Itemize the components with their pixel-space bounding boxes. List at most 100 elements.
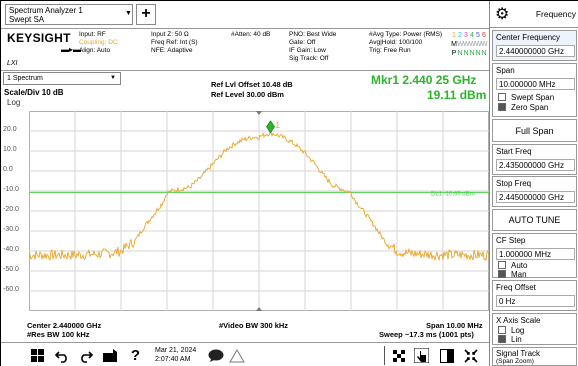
start-freq-field[interactable]: 2.435000000 GHz [496,159,575,171]
spectrum-graticule[interactable]: DL1 -10.69 dBm 1 [29,111,489,311]
panel-toggle-icon[interactable] [438,347,455,364]
center-frequency-key[interactable]: Center Frequency 2.440000000 GHz [492,30,577,61]
trace-1-line [29,130,489,262]
add-tab-button[interactable]: + [136,4,156,25]
lxi-label: LXI [7,60,18,67]
x-axis-lin-radio[interactable] [498,335,506,343]
start-freq-label: Start Freq [496,147,532,156]
y-tick-label: -40.0 [3,246,19,253]
gear-icon[interactable]: ⚙ [495,6,510,23]
sweep-readout[interactable]: Sweep ~17.3 ms (1001 pts) [379,330,474,339]
start-freq-key[interactable]: Start Freq 2.435000000 GHz [492,144,577,175]
softkey-panel: ⚙ Frequency Center Frequency 2.440000000… [489,1,578,366]
marker-frequency-readout[interactable]: Mkr1 2.440 25 GHz [371,73,477,87]
full-screen-icon[interactable] [101,347,118,364]
display-line-label: DL1 -10.69 dBm [431,191,475,197]
panel-header: ⚙ Frequency [490,1,578,28]
span-field[interactable]: 10.000000 MHz [496,78,575,90]
y-tick-label: -50.0 [3,266,19,273]
auto-tune-button[interactable]: AUTO TUNE [492,209,577,231]
ref-level-offset[interactable]: Ref Lvl Offset 10.48 dB [211,80,293,89]
view-selector[interactable]: 1 Spectrum ▼ [3,72,121,85]
cf-step-auto-option[interactable]: Auto [498,261,527,270]
cf-step-field[interactable]: 1.000000 MHz [496,248,575,260]
cf-step-key[interactable]: CF Step 1.000000 MHz Auto Man [492,233,577,279]
y-tick-label: -60.0 [3,286,19,293]
center-frequency-readout[interactable]: Center 2.440000 GHz [27,321,102,330]
freq-offset-key[interactable]: Freq Offset 0 Hz [492,280,577,311]
redo-icon[interactable] [77,347,94,364]
center-frequency-field[interactable]: 2.440000000 GHz [496,45,575,57]
swept-span-radio[interactable] [498,93,506,101]
y-tick-label: -10.0 [3,186,19,193]
x-axis-scale-label: X Axis Scale [496,316,541,325]
measurement-tab[interactable]: Spectrum Analyzer 1 Swept SA ▼ [5,4,133,25]
span-label: Span [496,66,515,75]
zero-span-option[interactable]: Zero Span [498,103,548,112]
x-axis-lin-option[interactable]: Lin [498,335,522,344]
cf-step-auto-radio[interactable] [498,261,506,269]
warning-icon[interactable] [228,347,245,364]
freq-offset-label: Freq Offset [496,283,536,292]
view-selector-label: 1 Spectrum [7,75,43,82]
stop-freq-label: Stop Freq [496,179,532,188]
video-bw-readout[interactable]: #Video BW 300 kHz [219,321,289,330]
pno-info: PNO: Best Wide Gate: Off IF Gain: Low Si… [289,31,337,62]
ref-level[interactable]: Ref Level 30.00 dBm [211,90,284,99]
auto-tune-label: AUTO TUNE [508,215,561,225]
scale-per-div[interactable]: Scale/Div 10 dB [4,88,64,97]
x-axis-log-radio[interactable] [498,326,506,334]
multi-window-icon[interactable] [390,347,407,364]
brand-logo: KEYSIGHT [7,31,71,45]
date-text: Mar 21, 2024 [155,347,197,354]
signal-track-label: Signal Track [496,349,541,358]
date-time: Mar 21, 2024 2:07:40 AM [155,346,196,364]
tab-title: Spectrum Analyzer 1 [9,6,83,15]
marker-amplitude-readout[interactable]: 19.11 dBm [427,88,487,102]
y-tick-label: -30.0 [3,226,19,233]
undo-icon[interactable] [53,347,70,364]
x-axis-log-option[interactable]: Log [498,326,524,335]
res-bw-readout[interactable]: #Res BW 100 kHz [27,330,90,339]
x-axis-scale-key[interactable]: X Axis Scale Log Lin [492,313,577,345]
chevron-down-icon: ▼ [110,75,116,81]
full-span-button[interactable]: Full Span [492,119,577,142]
cf-step-man-option[interactable]: Man [498,270,527,279]
zero-span-radio[interactable] [498,103,506,111]
y-tick-label: -20.0 [3,206,19,213]
sweep-indicator-icon: ▬▸▬ [61,45,82,54]
chevron-down-icon[interactable]: ▼ [125,10,132,17]
taskbar-divider [384,346,385,365]
collapse-icon[interactable] [462,347,479,364]
signal-track-key[interactable]: Signal Track (Span Zoom) [492,347,577,366]
cf-step-label: CF Step [496,236,526,245]
top-tab-bar: Spectrum Analyzer 1 Swept SA ▼ + [1,1,489,27]
span-key[interactable]: Span 10.000000 MHz Swept Span Zero Span [492,63,577,117]
stop-freq-field[interactable]: 2.445000000 GHz [496,191,575,203]
help-icon[interactable]: ? [130,347,141,364]
trace-type-row: MWWWWW [451,41,488,48]
marker-1-diamond [266,120,275,134]
stop-freq-key[interactable]: Stop Freq 2.445000000 GHz [492,176,577,207]
freq-offset-field[interactable]: 0 Hz [496,295,575,307]
averaging-info: #Avg Type: Power (RMS) Avg|Hold: 100/100… [369,31,443,54]
menu-title[interactable]: Frequency [535,9,576,19]
y-tick-label: 20.0 [3,126,17,133]
span-readout[interactable]: Span 10.00 MHz [426,321,483,330]
y-tick-label: 10.0 [3,146,17,153]
trace-detector-row: PNNNNN [451,50,487,57]
measurement-view: 1 Spectrum ▼ Scale/Div 10 dB Log Ref Lvl… [1,71,489,341]
touch-icon[interactable] [413,347,430,364]
input-info: Input: RF Coupling: DC Align: Auto [79,31,118,54]
tab-subtitle: Swept SA [9,15,45,24]
time-text: 2:07:40 AM [155,356,191,363]
settings-info-bar[interactable]: KEYSIGHT ▬▸▬ LXI Input: RF Coupling: DC … [1,28,489,71]
message-icon[interactable] [207,347,224,364]
windows-start-icon[interactable] [29,347,46,364]
swept-span-option[interactable]: Swept Span [498,93,554,102]
scale-type: Log [7,98,21,107]
cf-step-man-radio[interactable] [498,270,506,278]
